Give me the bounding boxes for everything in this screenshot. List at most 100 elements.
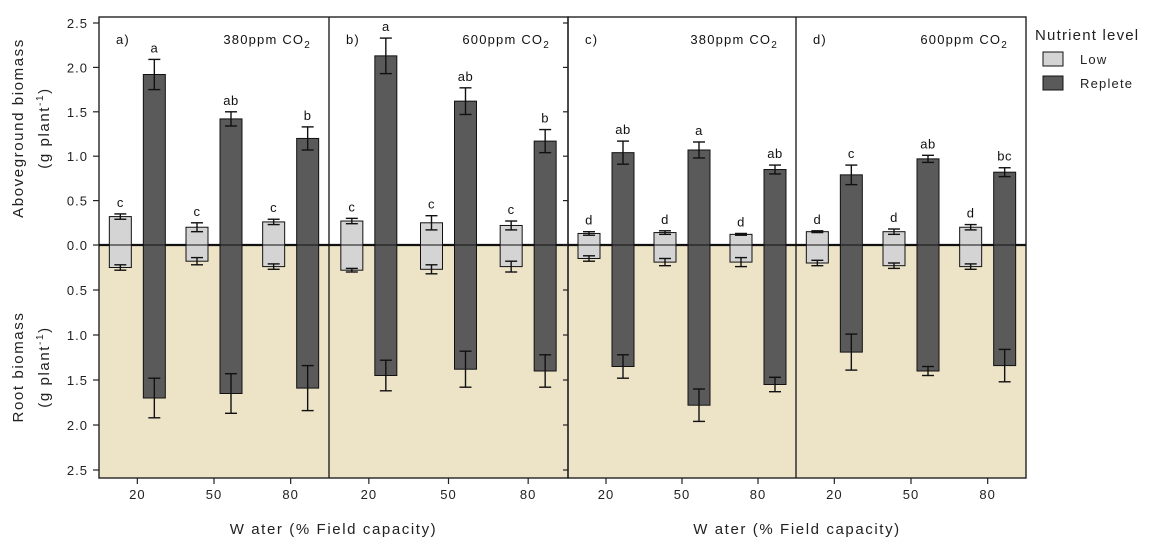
legend-swatch-low <box>1042 51 1064 67</box>
root-background-0 <box>99 245 568 478</box>
y-tick-label-bottom-4: 2.5 <box>67 463 88 478</box>
x-tick-label-0-1: 50 <box>206 487 222 502</box>
low-sig-letter-2-0: d <box>585 213 593 228</box>
legend: Nutrient level Low Replete <box>1035 27 1138 91</box>
replete-sig-letter-1-1: ab <box>458 69 473 84</box>
replete-above-bar-1-0 <box>374 55 398 246</box>
low-sig-letter-0-0: c <box>117 195 124 210</box>
replete-sig-letter-1-2: b <box>541 111 549 126</box>
y-tick-label-bottom-0: 0.5 <box>67 283 88 298</box>
replete-above-bar-1-1 <box>454 100 477 246</box>
x-tick-label-2-1: 50 <box>674 487 690 502</box>
replete-sig-letter-3-1: ab <box>920 136 935 151</box>
replete-sig-letter-2-1: a <box>695 123 703 138</box>
replete-root-bar-2-2 <box>763 244 787 385</box>
replete-above-bar-0-2 <box>296 137 320 246</box>
y-axis-root-title: Root biomass <box>10 312 27 423</box>
low-above-bar-0-2 <box>262 221 286 246</box>
replete-sig-letter-0-1: ab <box>223 93 238 108</box>
replete-above-bar-2-2 <box>763 169 787 246</box>
legend-label-replete: Replete <box>1080 76 1133 91</box>
replete-above-bar-3-0 <box>839 174 863 246</box>
low-sig-letter-1-2: c <box>508 202 515 217</box>
root-background-1 <box>568 245 1026 478</box>
panel-label-1: b) <box>346 32 360 47</box>
x-tick-label-1-2: 80 <box>520 487 536 502</box>
bar-marks <box>108 37 1017 423</box>
y-tick-label-bottom-1: 1.0 <box>67 328 88 343</box>
replete-root-bar-0-1 <box>219 244 243 394</box>
replete-root-bar-0-0 <box>142 244 166 399</box>
replete-sig-letter-0-2: b <box>304 108 312 123</box>
co2-label-3: 600ppm CO2 <box>920 32 1008 51</box>
replete-sig-letter-1-0: a <box>382 19 390 34</box>
y-tick-label-top-3: 1.0 <box>67 149 88 164</box>
replete-sig-letter-2-2: ab <box>767 146 782 161</box>
y-tick-label-top-2: 1.5 <box>67 105 88 120</box>
low-root-bar-1-0 <box>340 244 364 271</box>
low-above-bar-1-0 <box>340 220 364 246</box>
low-sig-letter-3-2: d <box>967 206 975 221</box>
replete-sig-letter-3-0: c <box>848 146 855 161</box>
replete-root-bar-3-1 <box>916 244 940 372</box>
low-sig-letter-2-2: d <box>737 214 745 229</box>
x-tick-label-1-1: 50 <box>440 487 456 502</box>
x-tick-label-2-2: 80 <box>750 487 766 502</box>
panel-frames <box>98 16 1027 479</box>
co2-label-2: 380ppm CO2 <box>690 32 778 51</box>
y-axis-aboveground-title: Aboveground biomass <box>10 38 27 218</box>
x-axis-title-1: W ater (% Field capacity) <box>693 521 901 538</box>
y-axis-root-unit: (g plant-1) <box>35 326 53 408</box>
replete-sig-letter-3-2: bc <box>997 149 1012 164</box>
low-sig-letter-3-0: d <box>813 212 821 227</box>
low-above-bar-3-0 <box>805 231 829 246</box>
replete-root-bar-2-0 <box>611 244 635 367</box>
y-tick-label-top-4: 0.5 <box>67 194 88 209</box>
replete-above-bar-1-2 <box>533 140 557 246</box>
low-sig-letter-3-1: d <box>890 210 898 225</box>
low-above-bar-2-2 <box>729 233 753 246</box>
panel-label-3: d) <box>813 32 827 47</box>
y-tick-label-top-1: 2.0 <box>67 60 88 75</box>
axes: 2.5 2.0 1.5 1.0 0.5 0.0 0.5 1.0 1.5 2.0 2.5 W ater … <box>10 16 995 538</box>
low-sig-letter-1-0: c <box>348 199 355 214</box>
x-tick-label-0-0: 20 <box>129 487 145 502</box>
root-biomass-backgrounds <box>99 245 1026 478</box>
replete-root-bar-1-2 <box>533 244 557 372</box>
replete-root-bar-2-1 <box>687 244 711 406</box>
y-tick-label-bottom-2: 1.5 <box>67 373 88 388</box>
x-tick-label-3-0: 20 <box>826 487 842 502</box>
panel-frame-1 <box>567 16 1027 479</box>
y-axis-aboveground-unit: (g plant-1) <box>35 87 53 169</box>
low-above-bar-0-0 <box>108 216 132 246</box>
replete-sig-letter-0-0: a <box>150 40 158 55</box>
replete-above-bar-3-1 <box>916 158 940 246</box>
x-tick-label-1-0: 20 <box>361 487 377 502</box>
panel-label-0: a) <box>116 32 130 47</box>
co2-label-0: 380ppm CO2 <box>223 32 311 51</box>
replete-root-bar-1-0 <box>374 244 398 376</box>
y-tick-label-top-0: 2.5 <box>67 16 88 31</box>
replete-above-bar-0-0 <box>142 74 166 246</box>
low-sig-letter-0-1: c <box>194 204 201 219</box>
low-sig-letter-1-1: c <box>428 197 435 212</box>
y-tick-label-top-5: 0.0 <box>67 238 88 253</box>
legend-label-low: Low <box>1080 52 1107 67</box>
low-sig-letter-2-1: d <box>661 212 669 227</box>
replete-above-bar-2-0 <box>611 152 635 246</box>
replete-root-bar-3-2 <box>993 244 1017 367</box>
replete-above-bar-2-1 <box>687 149 711 246</box>
low-sig-letter-0-2: c <box>270 200 277 215</box>
replete-sig-letter-2-0: ab <box>615 122 630 137</box>
x-axis-title-0: W ater (% Field capacity) <box>230 521 438 538</box>
legend-swatch-replete <box>1042 75 1064 91</box>
y-tick-label-bottom-3: 2.0 <box>67 418 88 433</box>
co2-label-1: 600ppm CO2 <box>462 32 550 51</box>
x-tick-label-3-2: 80 <box>979 487 995 502</box>
x-tick-label-0-2: 80 <box>282 487 298 502</box>
x-tick-label-3-1: 50 <box>903 487 919 502</box>
panel-label-2: c) <box>585 32 598 47</box>
replete-above-bar-0-1 <box>219 118 243 246</box>
